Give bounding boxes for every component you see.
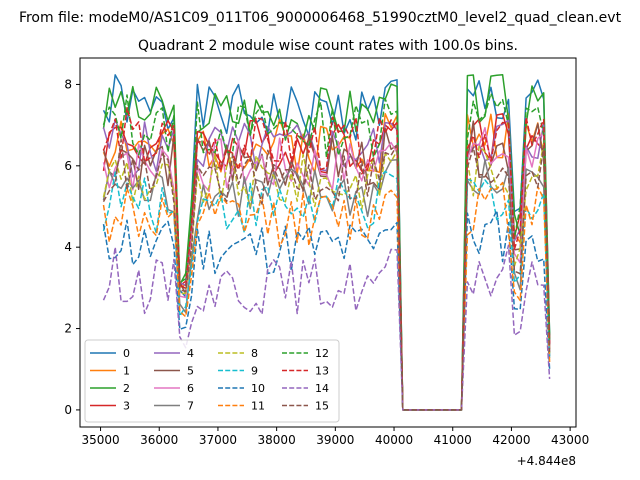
figure-suptitle: From file: modeM0/AS1C09_011T06_90000064… xyxy=(19,10,622,26)
series-line-13 xyxy=(102,106,551,411)
y-tick-label: 4 xyxy=(64,240,72,254)
x-tick-label: 43000 xyxy=(551,433,589,447)
y-tick-label: 8 xyxy=(64,77,72,91)
legend-label-6: 6 xyxy=(187,382,194,395)
x-tick-label: 42000 xyxy=(492,433,530,447)
legend-label-13: 13 xyxy=(315,365,329,378)
legend-box xyxy=(84,339,340,423)
x-tick-label: 41000 xyxy=(434,433,472,447)
series-line-9 xyxy=(102,170,551,411)
chart-title: Quadrant 2 module wise count rates with … xyxy=(138,38,518,54)
x-tick-label: 39000 xyxy=(316,433,354,447)
x-tick-label: 37000 xyxy=(199,433,237,447)
x-tick-label: 35000 xyxy=(81,433,119,447)
legend-label-12: 12 xyxy=(315,347,329,360)
x-axis: 35000 36000 37000 38000 39000 40000 41000 42000… xyxy=(81,427,589,447)
series-layer xyxy=(102,73,551,411)
x-tick-label: 36000 xyxy=(140,433,178,447)
legend-label-0: 0 xyxy=(123,347,130,360)
x-tick-label: 38000 xyxy=(258,433,296,447)
legend-label-5: 5 xyxy=(187,365,194,378)
x-tick-label: 40000 xyxy=(375,433,413,447)
legend-label-10: 10 xyxy=(251,382,265,395)
legend-label-3: 3 xyxy=(123,400,130,413)
series-line-15 xyxy=(102,138,551,411)
series-line-11 xyxy=(102,181,551,411)
legend-label-2: 2 xyxy=(123,382,130,395)
legend-label-1: 1 xyxy=(123,365,130,378)
y-axis: 0 2 4 6 8 xyxy=(64,77,80,417)
y-tick-label: 0 xyxy=(64,403,72,417)
x-offset-label: +4.844e8 xyxy=(517,454,576,468)
plot-frame xyxy=(79,57,577,428)
legend-label-8: 8 xyxy=(251,347,258,360)
legend-label-4: 4 xyxy=(187,347,194,360)
legend-label-15: 15 xyxy=(315,400,329,413)
y-tick-label: 2 xyxy=(64,322,72,336)
legend-label-9: 9 xyxy=(251,365,258,378)
legend-label-7: 7 xyxy=(187,400,194,413)
series-line-12 xyxy=(102,92,551,411)
series-line-14 xyxy=(102,244,551,411)
legend-label-14: 14 xyxy=(315,382,329,395)
y-tick-label: 6 xyxy=(64,159,72,173)
legend-label-11: 11 xyxy=(251,400,265,413)
